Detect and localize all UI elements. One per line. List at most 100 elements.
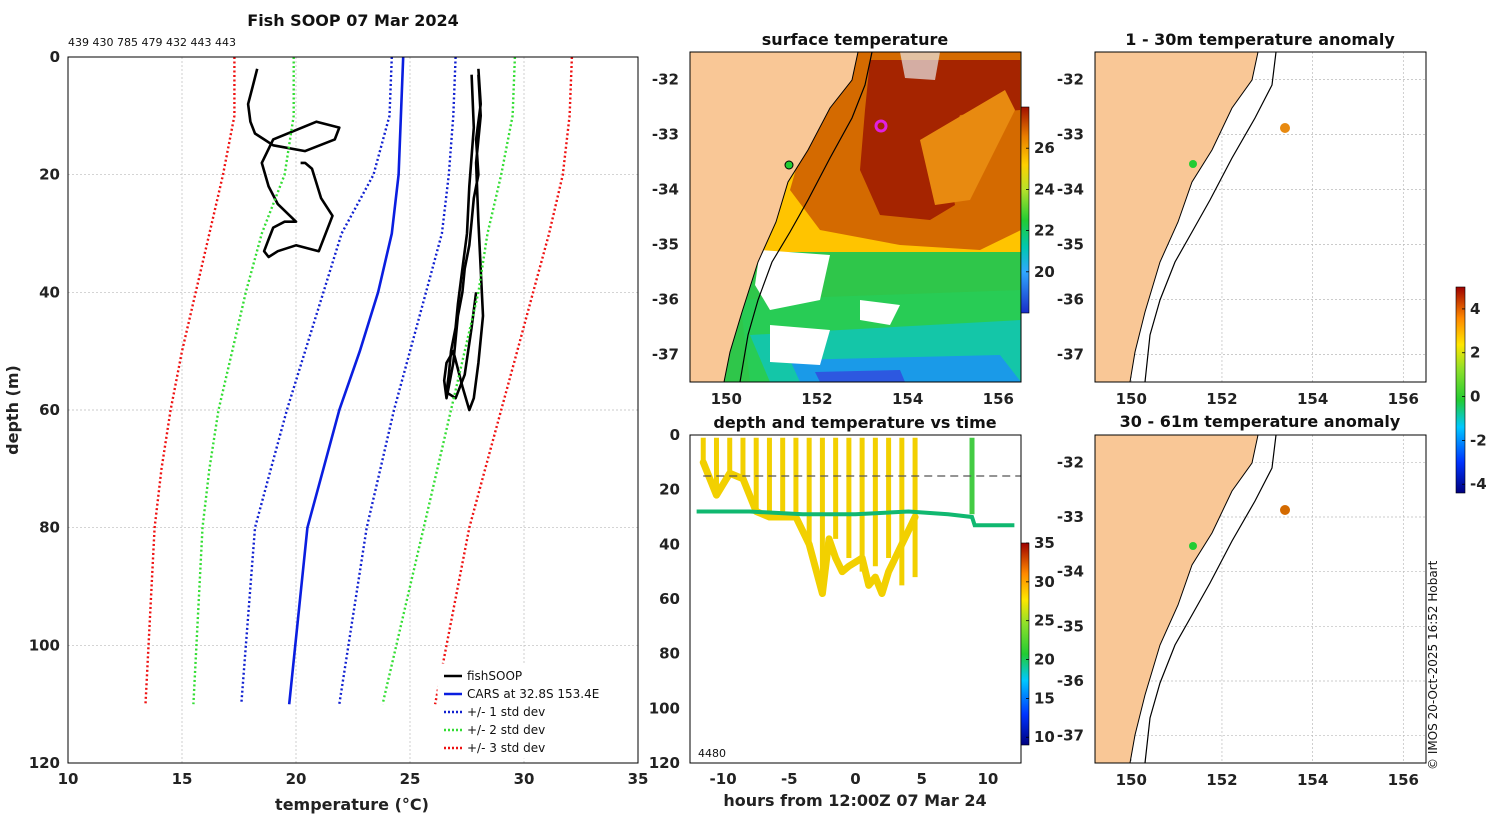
profile-ytick-label: 20 [39, 166, 60, 184]
colorbar-tick-label: 25 [1034, 612, 1055, 630]
dt-ytick-label: 100 [649, 699, 680, 717]
colorbar-tick-label: 26 [1034, 139, 1055, 157]
dt-ytick-label: 40 [659, 535, 680, 553]
colorbar-tick-label: 30 [1034, 573, 1055, 591]
colorbar-tick-label: -4 [1470, 475, 1487, 493]
map-ytick-label: -37 [1057, 727, 1084, 745]
map-xtick-label: 150 [1116, 771, 1147, 789]
map-ytick-label: -33 [652, 126, 679, 144]
colorbar-tick-label: 20 [1034, 263, 1055, 281]
map-xtick-label: 156 [1388, 390, 1419, 408]
colorbar-tick-label: 0 [1470, 388, 1480, 406]
anom1-axes-box [1094, 51, 1427, 383]
colorbar-tick-label: 35 [1034, 534, 1055, 552]
profile-lines [144, 56, 574, 705]
serial-numbers: 439 430 785 479 432 443 443 [68, 36, 236, 49]
legend-label: CARS at 32.8S 153.4E [467, 687, 599, 701]
anom1-port-marker [1189, 160, 1197, 168]
profile-series-line [433, 56, 574, 705]
map-ytick-label: -37 [652, 346, 679, 364]
map-xtick-label: 152 [801, 390, 832, 408]
fishsoop-profile-line [442, 68, 485, 412]
map-ytick-label: -32 [1057, 71, 1084, 89]
dt-ytick-label: 120 [649, 754, 680, 772]
copyright-text: © IMOS 20-Oct-2025 16:52 Hobart [1426, 560, 1440, 770]
profile-series-line [338, 56, 457, 705]
map-ytick-label: -32 [1057, 453, 1084, 471]
profile-ytick-label: 100 [29, 636, 60, 654]
dt-xtick-label: -10 [710, 770, 737, 788]
colorbar-tick-label: 20 [1034, 651, 1055, 669]
anom2-map-area [1095, 435, 1277, 763]
legend-label: +/- 3 std dev [467, 741, 545, 755]
sst-title: surface temperature [762, 30, 949, 49]
profile-ytick-label: 80 [39, 519, 60, 537]
dt-title: depth and temperature vs time [713, 413, 996, 432]
profile-xlabel: temperature (°C) [275, 795, 429, 814]
map-ytick-label: -35 [652, 236, 679, 254]
map-xtick-label: 152 [1206, 771, 1237, 789]
profile-grid [68, 57, 638, 763]
colorbar-tick-label: 22 [1034, 222, 1055, 240]
profile-ylabel: depth (m) [3, 365, 22, 455]
profile-xtick-label: 20 [286, 770, 307, 788]
sst-colorbar [1020, 106, 1030, 314]
dt-xtick-label: 10 [977, 770, 998, 788]
legend-label: +/- 1 std dev [467, 705, 545, 719]
dt-colorbar [1020, 542, 1030, 746]
profile-xtick-label: 10 [58, 770, 79, 788]
map-xtick-label: 154 [892, 390, 923, 408]
map-ytick-label: -36 [1057, 672, 1084, 690]
fishsoop-profile-line [246, 68, 341, 259]
map-ytick-label: -33 [1057, 508, 1084, 526]
anom1-title: 1 - 30m temperature anomaly [1125, 30, 1395, 49]
profile-series-line [192, 57, 295, 705]
colorbar-tick-label: -2 [1470, 431, 1487, 449]
map-ytick-label: -36 [652, 291, 679, 309]
map-xtick-label: 154 [1297, 771, 1328, 789]
colorbar-tick-label: 10 [1034, 728, 1055, 746]
map-xtick-label: 152 [1206, 390, 1237, 408]
colorbar-tick-label: 15 [1034, 689, 1055, 707]
profile-title: Fish SOOP 07 Mar 2024 [247, 11, 458, 30]
map-xtick-label: 150 [711, 390, 742, 408]
anom2-ticks: 150 152 154 156 -32 -33 -34 -35 -36 -37 [1057, 453, 1419, 789]
colorbar-tick-label: 4 [1470, 300, 1480, 318]
colorbar-tick-label: 2 [1470, 344, 1480, 362]
map-xtick-label: 156 [1388, 771, 1419, 789]
map-ytick-label: -34 [1057, 181, 1084, 199]
map-ytick-label: -36 [1057, 291, 1084, 309]
dt-bottom-label: 4480 [698, 747, 726, 760]
map-xtick-label: 150 [1116, 390, 1147, 408]
dt-xtick-label: 5 [916, 770, 926, 788]
map-ytick-label: -35 [1057, 236, 1084, 254]
anom1-ticks: 150 152 154 156 -32 -33 -34 -35 -36 -37 [1057, 71, 1419, 409]
map-ytick-label: -37 [1057, 346, 1084, 364]
sst-ticks: 150 152 154 156 -32 -33 -34 -35 -36 -37 [652, 71, 1014, 409]
fishsoop-profile-line [445, 74, 478, 400]
profile-legend: fishSOOP CARS at 32.8S 153.4E +/- 1 std de… [437, 663, 633, 759]
sst-colorbar-ticks: 20 22 24 26 [1026, 139, 1055, 281]
sst-port-marker [784, 160, 794, 170]
map-ytick-label: -34 [1057, 563, 1084, 581]
anom1-map-area [1095, 52, 1277, 382]
legend-label: +/- 2 std dev [467, 723, 545, 737]
anom-colorbar-ticks: -4 -2 0 2 4 [1462, 300, 1487, 493]
profile-series-line [381, 56, 517, 705]
map-ytick-label: -34 [652, 181, 679, 199]
dt-plot-marks [696, 437, 1021, 598]
dt-ytick-label: 0 [670, 426, 680, 444]
sst-map-area [690, 52, 1021, 382]
map-ytick-label: -33 [1057, 126, 1084, 144]
map-xtick-label: 156 [983, 390, 1014, 408]
anom2-port-marker [1189, 542, 1197, 550]
anom2-title: 30 - 61m temperature anomaly [1120, 412, 1401, 431]
profile-xtick-label: 30 [514, 770, 535, 788]
profile-series-line [144, 57, 236, 705]
sst-vessel-marker [874, 119, 888, 133]
anom-colorbar [1455, 286, 1466, 494]
dt-colorbar-ticks: 10 15 20 25 30 35 [1026, 534, 1055, 746]
profile-xtick-label: 15 [172, 770, 193, 788]
